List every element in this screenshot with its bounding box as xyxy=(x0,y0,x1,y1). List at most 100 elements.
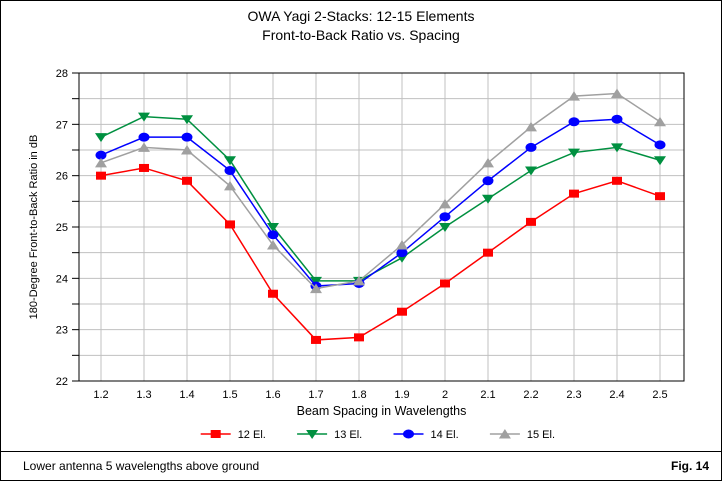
data-point-marker xyxy=(396,239,408,250)
series-line-15-el xyxy=(100,92,661,290)
series-15-el xyxy=(95,88,666,294)
data-point-marker xyxy=(224,156,236,166)
x-tick-label: 2 xyxy=(442,389,448,401)
data-point-marker xyxy=(181,132,193,142)
data-point-marker xyxy=(139,163,149,172)
data-point-marker xyxy=(568,148,580,158)
gridlines xyxy=(79,73,684,381)
data-point-marker xyxy=(439,212,451,222)
data-point-marker xyxy=(181,115,193,125)
data-point-marker xyxy=(182,176,192,185)
data-point-marker xyxy=(397,307,407,316)
data-point-marker xyxy=(96,171,106,180)
data-point-marker xyxy=(311,335,321,344)
data-point-marker xyxy=(310,283,322,294)
data-point-marker xyxy=(403,429,414,439)
data-point-marker xyxy=(568,91,580,101)
y-tick-label: 24 xyxy=(56,273,68,285)
y-axis: 22 23 24 25 26 27 28 xyxy=(56,68,79,388)
legend-item: 15 El. xyxy=(489,429,555,441)
x-tick-label: 1.4 xyxy=(179,389,194,401)
x-tick-label: 2.5 xyxy=(652,389,667,401)
data-point-marker xyxy=(611,143,623,153)
data-point-marker xyxy=(439,223,451,232)
data-point-marker xyxy=(138,112,150,122)
y-axis-title: 180-Degree Front-to-Back Ratio in dB xyxy=(28,135,40,320)
data-point-marker xyxy=(310,276,322,286)
x-tick-label: 1.5 xyxy=(222,389,237,401)
data-point-marker xyxy=(396,248,408,258)
legend-item: 14 El. xyxy=(393,429,459,441)
x-axis-title: Beam Spacing in Wavelengths xyxy=(297,404,467,418)
series-line-14-el xyxy=(100,118,661,287)
legend-item: 13 El. xyxy=(297,429,362,441)
legend-label: 14 El. xyxy=(431,429,459,441)
data-point-marker xyxy=(439,198,451,209)
data-point-marker xyxy=(498,429,511,439)
x-axis: 1.2 1.3 1.4 1.5 1.6 1.7 1.8 1.9 2 2.1 2.2 2.3 2.4 2.5 xyxy=(93,389,667,401)
data-point-marker xyxy=(138,132,150,142)
data-point-marker xyxy=(224,166,236,176)
data-point-marker xyxy=(95,150,107,160)
series-line-13-el xyxy=(100,115,661,282)
chart-title: OWA Yagi 2-Stacks: 12-15 Elements xyxy=(247,8,475,24)
legend-label: 15 El. xyxy=(527,429,555,441)
x-tick-label: 2.3 xyxy=(566,389,581,401)
legend-item: 12 El. xyxy=(200,429,266,441)
data-point-marker xyxy=(95,133,107,143)
data-point-marker xyxy=(268,289,278,298)
data-point-marker xyxy=(482,194,494,204)
data-point-marker xyxy=(210,430,221,438)
data-point-marker xyxy=(525,166,537,176)
figure-number-label: Fig. 14 xyxy=(670,459,709,473)
data-point-marker xyxy=(306,430,319,439)
data-point-marker xyxy=(482,176,494,186)
data-point-marker xyxy=(654,140,666,150)
legend-label: 13 El. xyxy=(334,429,362,441)
series-14-el xyxy=(95,114,666,291)
data-point-marker xyxy=(611,114,623,124)
legend-label: 12 El. xyxy=(238,429,266,441)
footer-note: Lower antenna 5 wavelengths above ground xyxy=(23,459,260,473)
data-point-marker xyxy=(483,248,493,257)
y-tick-label: 25 xyxy=(56,222,68,234)
data-point-marker xyxy=(569,189,579,198)
x-tick-label: 2.2 xyxy=(523,389,538,401)
data-point-marker xyxy=(138,142,150,152)
x-tick-label: 1.8 xyxy=(351,389,366,401)
y-tick-label: 27 xyxy=(56,119,68,131)
x-tick-label: 1.2 xyxy=(93,389,108,401)
x-tick-label: 2.4 xyxy=(609,389,624,401)
legend: 12 El. 13 El. 14 El. 15 El. xyxy=(200,429,555,441)
y-tick-label: 26 xyxy=(56,171,68,183)
data-point-marker xyxy=(354,333,364,342)
x-tick-label: 1.7 xyxy=(308,389,323,401)
data-point-marker xyxy=(525,121,537,132)
data-point-marker xyxy=(224,180,236,191)
data-point-marker xyxy=(267,223,279,232)
data-point-marker xyxy=(611,88,623,99)
data-point-marker xyxy=(568,117,580,127)
data-point-marker xyxy=(482,157,494,168)
series-13-el xyxy=(95,112,666,286)
data-point-marker xyxy=(655,192,665,201)
series-line-12-el xyxy=(100,167,661,341)
x-tick-label: 1.6 xyxy=(265,389,280,401)
y-tick-label: 23 xyxy=(56,325,68,337)
data-point-marker xyxy=(267,230,279,240)
x-tick-label: 1.9 xyxy=(394,389,409,401)
series-12-el xyxy=(96,163,665,344)
data-point-marker xyxy=(525,142,537,152)
y-tick-label: 28 xyxy=(56,68,68,80)
data-point-marker xyxy=(654,116,666,127)
data-point-marker xyxy=(181,145,193,155)
footer-bar: Lower antenna 5 wavelengths above ground… xyxy=(1,451,721,480)
y-tick-label: 22 xyxy=(56,376,68,388)
data-point-marker xyxy=(440,279,450,288)
data-point-marker xyxy=(612,176,622,185)
x-tick-label: 2.1 xyxy=(480,389,495,401)
data-point-marker xyxy=(654,156,666,166)
chart-subtitle: Front-to-Back Ratio vs. Spacing xyxy=(262,27,460,43)
